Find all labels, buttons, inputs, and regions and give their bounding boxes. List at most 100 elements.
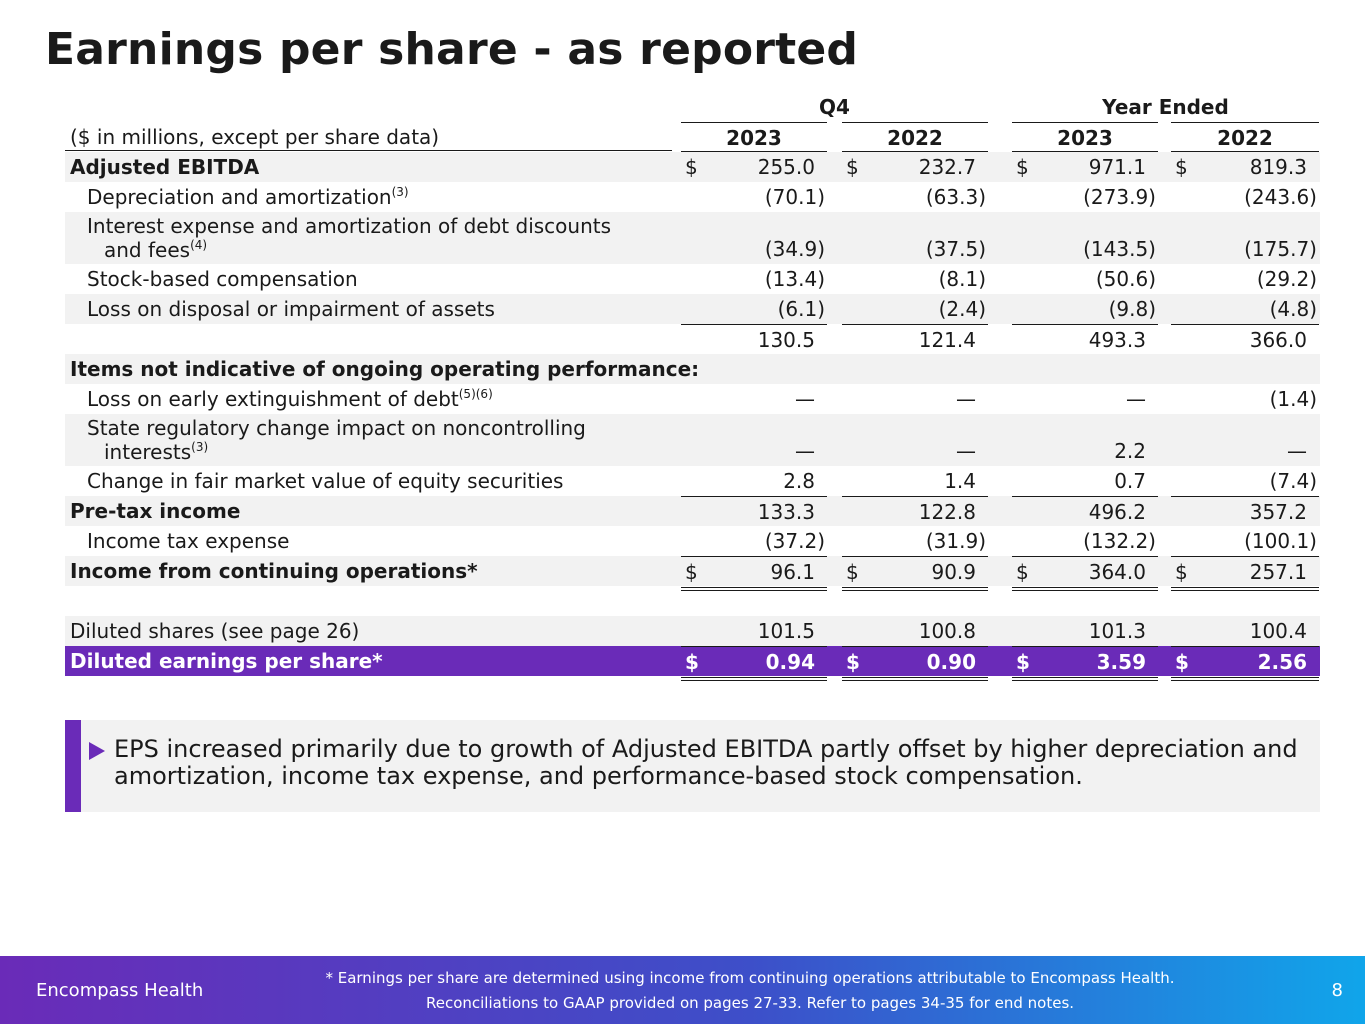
footer-note: * Earnings per share are determined usin… — [300, 966, 1200, 1016]
cell-value: 971.1 — [1088, 155, 1146, 179]
cell-value: (175.7) — [1244, 237, 1317, 261]
cell-value: 1.4 — [944, 469, 976, 493]
col-q4-2023: 2023 — [681, 122, 827, 152]
header-year-ended: Year Ended — [1102, 95, 1229, 119]
table-row: Depreciation and amortization(3) (70.1) … — [65, 182, 1320, 212]
currency-sign: $ — [685, 560, 698, 584]
row-label: Income from continuing operations* — [70, 559, 478, 583]
currency-sign: $ — [1016, 650, 1030, 674]
cell-value: 96.1 — [770, 560, 815, 584]
cell-value: (100.1) — [1244, 529, 1317, 553]
cell-value: 101.5 — [757, 619, 815, 643]
cell-value: (31.9) — [925, 529, 986, 553]
currency-sign: $ — [1175, 650, 1189, 674]
row-label: Pre-tax income — [70, 499, 241, 523]
callout-text: EPS increased primarily due to growth of… — [114, 735, 1298, 790]
cell-value: — — [1287, 439, 1307, 463]
row-label: State regulatory change impact on noncon… — [87, 416, 586, 464]
cell-value: (7.4) — [1269, 469, 1317, 493]
currency-sign: $ — [685, 650, 699, 674]
cell-value: (8.1) — [938, 267, 986, 291]
units-label: ($ in millions, except per share data) — [65, 122, 672, 151]
cell-value: — — [795, 439, 815, 463]
table-row: Change in fair market value of equity se… — [65, 466, 1320, 496]
cell-value: 122.8 — [918, 500, 976, 524]
table-row: Loss on disposal or impairment of assets… — [65, 294, 1320, 324]
cell-value: 0.94 — [765, 650, 815, 674]
cell-value: — — [1126, 387, 1146, 411]
cell-value: 2.2 — [1114, 439, 1146, 463]
cell-value: 357.2 — [1249, 500, 1307, 524]
callout-accent-bar — [65, 720, 81, 812]
cell-value: (6.1) — [777, 297, 825, 321]
cell-value: 3.59 — [1096, 650, 1146, 674]
currency-sign: $ — [846, 155, 859, 179]
footer-note-line1: * Earnings per share are determined usin… — [325, 969, 1175, 987]
cell-value: (37.5) — [925, 237, 986, 261]
footer-note-line2: Reconciliations to GAAP provided on page… — [425, 994, 1075, 1012]
table-row: Loss on early extinguishment of debt(5)(… — [65, 384, 1320, 414]
col-ye-2022: 2022 — [1171, 122, 1319, 152]
section-label: Items not indicative of ongoing operatin… — [70, 357, 700, 381]
table-section-heading: Items not indicative of ongoing operatin… — [65, 354, 1320, 384]
row-label: Diluted shares (see page 26) — [70, 619, 360, 643]
cell-value: (2.4) — [938, 297, 986, 321]
currency-sign: $ — [1175, 155, 1188, 179]
cell-value: (63.3) — [925, 185, 986, 209]
cell-value: (243.6) — [1244, 185, 1317, 209]
cell-value: 2.8 — [783, 469, 815, 493]
row-label: Depreciation and amortization(3) — [87, 185, 409, 209]
table-column-header: ($ in millions, except per share data) 2… — [65, 122, 1320, 152]
col-ye-2023: 2023 — [1012, 122, 1158, 152]
cell-value: 493.3 — [1088, 328, 1146, 352]
key-takeaway-callout: EPS increased primarily due to growth of… — [65, 720, 1320, 812]
cell-value: (70.1) — [764, 185, 825, 209]
table-row: Stock-based compensation (13.4) (8.1) (5… — [65, 264, 1320, 294]
cell-value: (9.8) — [1108, 297, 1156, 321]
page-title: Earnings per share - as reported — [45, 24, 859, 75]
cell-value: 232.7 — [918, 155, 976, 179]
cell-value: — — [956, 439, 976, 463]
cell-value: (4.8) — [1269, 297, 1317, 321]
cell-value: 100.8 — [918, 619, 976, 643]
cell-value: 496.2 — [1088, 500, 1146, 524]
col-q4-2022: 2022 — [842, 122, 988, 152]
cell-value: (132.2) — [1083, 529, 1156, 553]
cell-value: 364.0 — [1088, 560, 1146, 584]
table-row-eps: Diluted earnings per share* $0.94 $0.90 … — [65, 646, 1320, 681]
row-label: Adjusted EBITDA — [70, 155, 260, 179]
currency-sign: $ — [1016, 560, 1029, 584]
table-row: Interest expense and amortization of deb… — [65, 212, 1320, 264]
cell-value: 819.3 — [1249, 155, 1307, 179]
cell-value: (13.4) — [764, 267, 825, 291]
currency-sign: $ — [1016, 155, 1029, 179]
currency-sign: $ — [685, 155, 698, 179]
currency-sign: $ — [846, 560, 859, 584]
row-label: Stock-based compensation — [87, 267, 358, 291]
cell-value: 257.1 — [1249, 560, 1307, 584]
cell-value: 133.3 — [757, 500, 815, 524]
eps-table: Q4 Year Ended ($ in millions, except per… — [65, 92, 1320, 681]
cell-value: (273.9) — [1083, 185, 1156, 209]
row-label: Diluted earnings per share* — [70, 649, 383, 673]
cell-value: — — [795, 387, 815, 411]
row-label: Income tax expense — [87, 529, 290, 553]
cell-value: 101.3 — [1088, 619, 1146, 643]
cell-value: 366.0 — [1249, 328, 1307, 352]
cell-value: (143.5) — [1083, 237, 1156, 261]
row-label: Loss on early extinguishment of debt(5)(… — [87, 387, 493, 411]
cell-value: (1.4) — [1269, 387, 1317, 411]
table-row-subtotal: 130.5 121.4 493.3 366.0 — [65, 324, 1320, 354]
cell-value: (34.9) — [764, 237, 825, 261]
row-label: Change in fair market value of equity se… — [87, 469, 564, 493]
cell-value: 0.90 — [926, 650, 976, 674]
row-label: Loss on disposal or impairment of assets — [87, 297, 495, 321]
cell-value: (50.6) — [1095, 267, 1156, 291]
row-label: Interest expense and amortization of deb… — [87, 214, 612, 262]
footer-brand: Encompass Health — [36, 980, 204, 1001]
cell-value: 0.7 — [1114, 469, 1146, 493]
cell-value: 2.56 — [1257, 650, 1307, 674]
currency-sign: $ — [846, 650, 860, 674]
table-group-header: Q4 Year Ended — [65, 92, 1320, 122]
cell-value: (37.2) — [764, 529, 825, 553]
